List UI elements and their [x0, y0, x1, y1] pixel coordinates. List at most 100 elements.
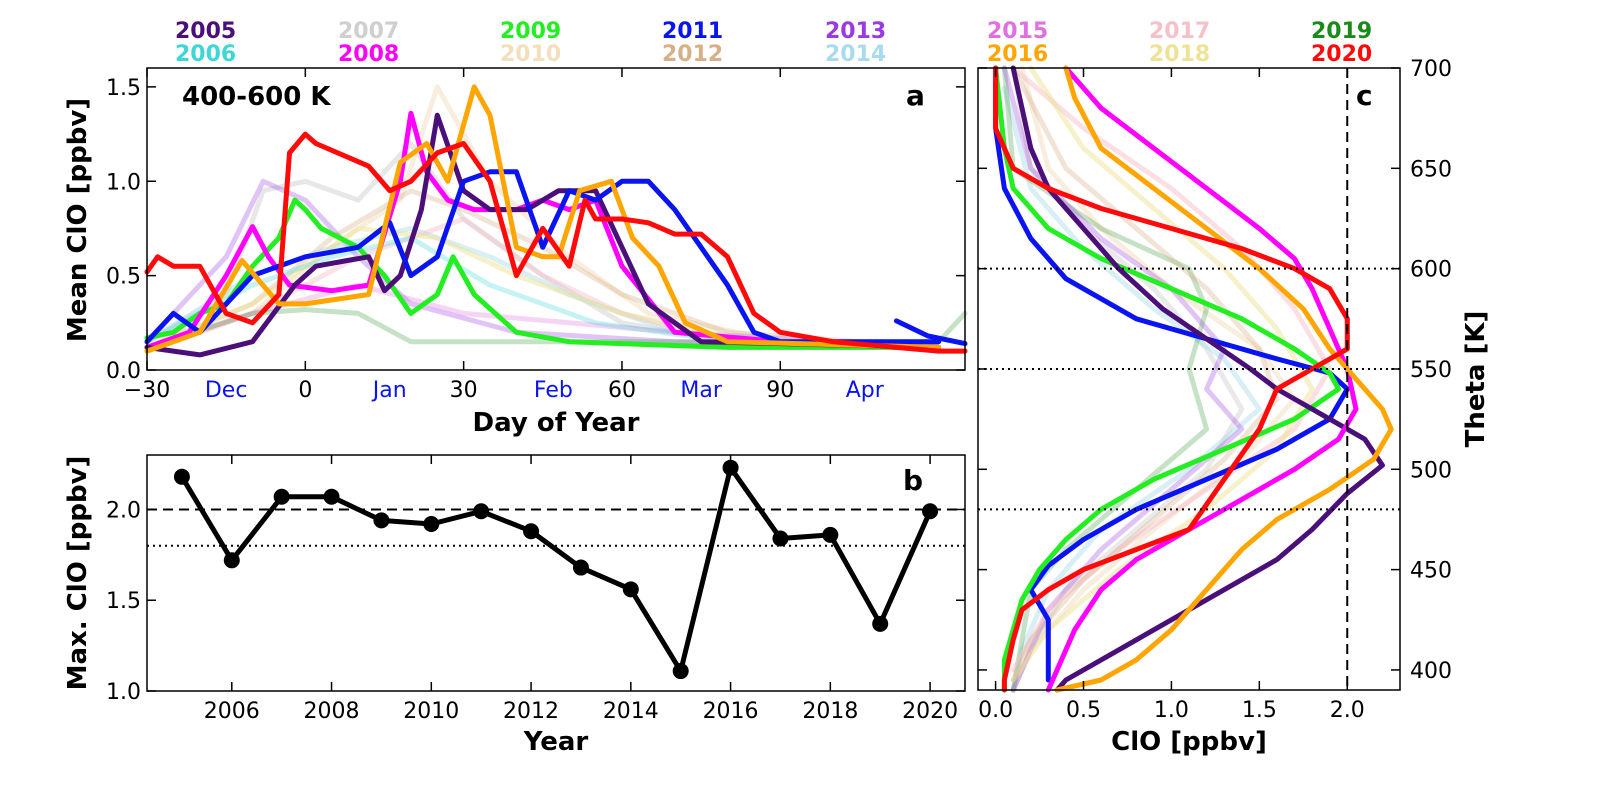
y-tick-label: 1.0 [106, 170, 141, 195]
y-tick-label: 1.5 [106, 589, 141, 614]
data-point-2006 [223, 552, 240, 569]
legend-entry-2019: 2019 [1311, 19, 1372, 44]
series-line-2011b [893, 318, 968, 347]
legend-entry-2008: 2008 [338, 42, 399, 67]
legend-entry-2007: 2007 [338, 19, 399, 44]
legend-entry-2011: 2011 [662, 19, 723, 44]
x-tick-label: 2016 [703, 699, 759, 724]
data-point-2017 [772, 530, 789, 547]
data-point-2008 [323, 488, 340, 505]
panel-a-x-axis-label: Day of Year [473, 408, 640, 438]
panel-a-y-axis-label: Mean ClO [ppbv] [63, 98, 93, 342]
profile-line-2016 [1054, 65, 1394, 693]
month-label-mar: Mar [680, 378, 722, 403]
panel-a-mean-clo-timeseries: 0.0 0.5 1.0 1.5 −30 0 30 60 90 Dec Jan Feb Mar Apr 40… [63, 67, 968, 438]
series-line-2016 [144, 84, 942, 354]
panel-a-letter: a [906, 79, 925, 112]
legend-entry-2009: 2009 [500, 19, 561, 44]
x-tick-label: 2010 [403, 699, 459, 724]
y-tick-label: 2.0 [106, 498, 141, 523]
legend-entry-2010: 2010 [500, 42, 561, 67]
panel-b-x-axis-label: Year [523, 727, 589, 757]
y-tick-label: 450 [1410, 559, 1452, 584]
legend-entry-2013: 2013 [825, 19, 886, 44]
x-tick-label: 2.0 [1330, 698, 1365, 723]
x-tick-label: 0 [298, 378, 312, 403]
series-line-2005 [144, 112, 942, 358]
legend-entry-2014: 2014 [825, 42, 886, 67]
profile-line-2018 [1010, 65, 1315, 683]
x-tick-label: 2020 [902, 699, 958, 724]
panel-b-y-axis-label: Max. ClO [ppbv] [63, 456, 93, 691]
y-tick-label: 500 [1410, 458, 1452, 483]
panel-c-y-axis-label: Theta [K] [1461, 311, 1491, 448]
x-tick-label: 1.5 [1242, 698, 1277, 723]
series-line-2010 [144, 84, 942, 354]
x-tick-label: 2012 [503, 699, 559, 724]
profile-line-2009 [993, 65, 1341, 693]
panel-b-frame [146, 454, 966, 692]
profile-line-2017 [1010, 65, 1333, 673]
panel-a-axes: 0.0 0.5 1.0 1.5 −30 0 30 60 90 Dec Jan Feb Mar Apr [106, 68, 965, 403]
data-point-2016 [722, 459, 739, 476]
panel-c-series-lines [978, 65, 1400, 693]
x-tick-label: 0.5 [1066, 698, 1101, 723]
data-point-2018 [822, 526, 839, 543]
y-tick-label: 550 [1410, 358, 1452, 383]
x-tick-label: 60 [608, 378, 636, 403]
panel-a-series-lines [144, 84, 968, 358]
y-tick-label: 600 [1410, 258, 1452, 283]
month-label-feb: Feb [534, 378, 573, 403]
y-tick-label: 1.5 [106, 76, 141, 101]
panel-c-frame [977, 67, 1401, 691]
y-tick-label: 0.5 [106, 265, 141, 290]
data-point-2015 [672, 663, 689, 680]
profile-line-2011 [993, 65, 1350, 683]
y-tick-label: 1.0 [106, 680, 141, 705]
y-tick-label: 650 [1410, 157, 1452, 182]
x-tick-label: 2018 [802, 699, 858, 724]
profile-line-2008 [1045, 65, 1359, 693]
panel-c-axes: 400 450 500 550 600 650 700 0.0 0.5 1.0 1.5 2.0 [978, 57, 1452, 723]
profile-line-2010 [1010, 65, 1297, 693]
data-point-2005 [173, 468, 190, 485]
y-tick-label: 700 [1410, 57, 1452, 82]
data-point-2009 [373, 512, 390, 529]
x-tick-label: 90 [766, 378, 794, 403]
panel-b-letter: b [903, 464, 923, 497]
legend-entry-2012: 2012 [662, 42, 723, 67]
panel-c-x-axis-label: ClO [ppbv] [1111, 727, 1267, 757]
x-tick-label: 2006 [204, 699, 260, 724]
y-tick-label: 0.0 [106, 359, 141, 384]
data-point-2010 [423, 515, 440, 532]
month-label-apr: Apr [846, 378, 885, 403]
x-tick-label: 1.0 [1154, 698, 1189, 723]
month-label-dec: Dec [205, 378, 248, 403]
panel-b-axes: 1.0 1.5 2.0 2006 2008 2010 2012 2014 2016 2018 202… [106, 455, 965, 724]
data-point-2020 [922, 503, 939, 520]
data-point-2007 [273, 488, 290, 505]
legend-entry-2015: 2015 [987, 19, 1048, 44]
month-label-jan: Jan [371, 378, 407, 403]
profile-line-2012 [1010, 65, 1280, 683]
profile-line-2020 [993, 65, 1350, 693]
x-tick-label: 30 [450, 378, 478, 403]
series-line-2020 [144, 131, 968, 354]
panel-a-frame [146, 67, 966, 371]
panel-b-max-clo-by-year: 1.0 1.5 2.0 2006 2008 2010 2012 2014 2016 2018 202… [63, 454, 966, 757]
legend-entry-2018: 2018 [1149, 42, 1210, 67]
panel-a-altitude-annotation: 400-600 K [182, 82, 331, 112]
legend-entry-2017: 2017 [1149, 19, 1210, 44]
x-tick-label: 2014 [603, 699, 659, 724]
profile-line-2014 [1001, 85, 1262, 693]
panel-c-letter: c [1356, 79, 1373, 112]
legend-entry-2016: 2016 [987, 42, 1048, 67]
data-point-2011 [473, 503, 490, 520]
x-tick-label: 2008 [304, 699, 360, 724]
data-point-2019 [872, 615, 889, 632]
y-tick-label: 400 [1410, 659, 1452, 684]
data-point-2013 [572, 559, 589, 576]
panel-c-clo-profiles: 400 450 500 550 600 650 700 0.0 0.5 1.0 1.5 2.0 c T… [977, 57, 1491, 757]
